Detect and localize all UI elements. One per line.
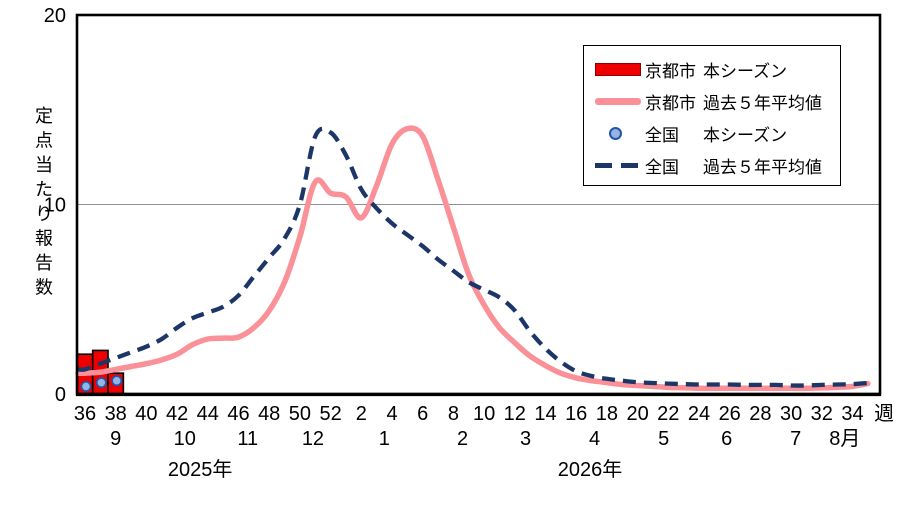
red-bar-swatch xyxy=(595,62,641,76)
y-axis-title-char: 定 xyxy=(35,106,53,126)
legend: 京都市 本シーズン 京都市 過去５年平均値 全国 本シーズン 全国 過去５年平均… xyxy=(583,45,841,186)
legend-item-kyoto-season: 京都市 本シーズン xyxy=(584,53,840,85)
y-axis-title-char: 点 xyxy=(35,131,53,151)
legend-swatch-area xyxy=(595,126,645,140)
x-week-tick-label: 42 xyxy=(166,403,188,425)
y-axis-title-char: 報 xyxy=(35,229,53,249)
x-month-label: 9 xyxy=(110,428,121,450)
y-axis-title-char: 当 xyxy=(35,155,53,175)
legend-item-national-season: 全国 本シーズン xyxy=(584,117,840,149)
x-month-label: 2 xyxy=(457,428,468,450)
x-week-tick-label: 12 xyxy=(504,403,526,425)
x-month-label: 12 xyxy=(302,428,324,450)
legend-swatch-area xyxy=(595,97,645,105)
x-month-label: 10 xyxy=(174,428,196,450)
legend-region-label: 京都市 xyxy=(645,61,696,81)
x-week-tick-label: 34 xyxy=(841,403,863,425)
national-current-season-dot xyxy=(80,380,92,392)
x-week-tick-label: 52 xyxy=(319,403,341,425)
x-week-tick-label: 28 xyxy=(749,403,771,425)
x-week-tick-label: 8 xyxy=(448,403,459,425)
legend-swatch-area xyxy=(595,62,645,76)
legend-series-label: 本シーズン xyxy=(703,61,788,81)
y-axis-title-char: 告 xyxy=(35,253,53,273)
y-axis-title-char: た xyxy=(35,180,53,200)
x-month-label: 1 xyxy=(379,428,390,450)
kyoto-5yr-average-line xyxy=(75,125,871,392)
navy-dash-swatch xyxy=(595,162,638,168)
legend-swatch-area xyxy=(595,162,645,168)
y-tick-label: 10 xyxy=(44,195,66,217)
y-axis-title-char: り xyxy=(35,204,53,224)
x-week-tick-label: 18 xyxy=(596,403,618,425)
x-week-tick-label: 24 xyxy=(688,403,710,425)
x-week-tick-label: 40 xyxy=(135,403,157,425)
x-week-tick-label: 4 xyxy=(386,403,397,425)
x-week-tick-label: 10 xyxy=(473,403,495,425)
x-week-tick-label: 2 xyxy=(356,403,367,425)
legend-region-label: 全国 xyxy=(645,157,679,177)
national-current-season-dot xyxy=(95,377,107,389)
x-month-label: 6 xyxy=(721,428,732,450)
x-week-tick-label: 50 xyxy=(289,403,311,425)
national-5yr-average-line xyxy=(77,126,869,388)
legend-item-kyoto-average: 京都市 過去５年平均値 xyxy=(584,85,840,117)
x-month-label: 7 xyxy=(790,428,801,450)
national-current-season-dot xyxy=(111,375,123,387)
x-month-label: 11 xyxy=(237,428,258,450)
x-axis-unit-label: 週 xyxy=(874,402,894,425)
legend-series-label: 過去５年平均値 xyxy=(703,93,822,113)
x-week-tick-label: 38 xyxy=(105,403,127,425)
legend-series-label: 本シーズン xyxy=(703,125,788,145)
y-axis-title-char: 数 xyxy=(35,278,53,298)
x-month-label: 8月 xyxy=(829,428,860,450)
x-year-label: 2025年 xyxy=(168,458,233,481)
x-month-label: 4 xyxy=(589,428,600,450)
x-week-tick-label: 22 xyxy=(657,403,679,425)
y-tick-label: 20 xyxy=(44,5,66,27)
pink-line-swatch xyxy=(595,97,641,105)
x-month-label: 5 xyxy=(658,428,669,450)
legend-region-label: 京都市 xyxy=(645,93,696,113)
x-week-tick-label: 6 xyxy=(417,403,428,425)
legend-series-label: 過去５年平均値 xyxy=(703,157,822,177)
blue-dot-swatch xyxy=(609,126,622,140)
x-week-tick-label: 14 xyxy=(534,403,556,425)
x-week-tick-label: 16 xyxy=(565,403,587,425)
x-week-tick-label: 48 xyxy=(258,403,280,425)
legend-item-national-average: 全国 過去５年平均値 xyxy=(584,149,840,181)
x-week-tick-label: 36 xyxy=(74,403,96,425)
x-year-label: 2026年 xyxy=(558,458,623,481)
x-week-tick-label: 44 xyxy=(197,403,219,425)
x-week-tick-label: 46 xyxy=(227,403,249,425)
legend-region-label: 全国 xyxy=(645,125,679,145)
y-tick-label: 0 xyxy=(55,384,66,406)
x-week-tick-label: 32 xyxy=(811,403,833,425)
x-month-label: 3 xyxy=(520,428,531,450)
x-week-tick-label: 26 xyxy=(719,403,741,425)
x-week-tick-label: 20 xyxy=(626,403,648,425)
x-week-tick-label: 30 xyxy=(780,403,802,425)
